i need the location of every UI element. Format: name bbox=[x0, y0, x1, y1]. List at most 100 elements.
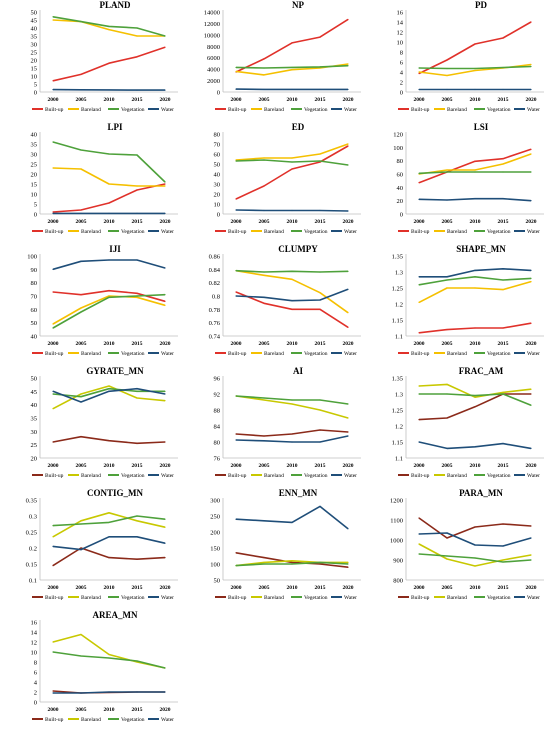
y-tick-label: 0.1 bbox=[29, 578, 37, 585]
data-point bbox=[319, 563, 321, 565]
y-tick-label: 40 bbox=[31, 402, 38, 409]
y-tick-label: 35 bbox=[31, 34, 38, 41]
y-tick-label: 20 bbox=[31, 456, 38, 463]
legend-label: Water bbox=[527, 351, 540, 357]
legend-label: Vegetation bbox=[487, 229, 511, 235]
data-point bbox=[235, 518, 237, 520]
data-point bbox=[164, 441, 166, 443]
y-tick-label: 200 bbox=[210, 530, 220, 537]
data-point bbox=[530, 393, 532, 395]
data-point bbox=[164, 526, 166, 528]
data-point bbox=[446, 171, 448, 173]
legend-label: Vegetation bbox=[487, 351, 511, 357]
x-tick-label: 2000 bbox=[414, 97, 425, 103]
y-tick-label: 1.25 bbox=[392, 286, 403, 293]
data-point bbox=[263, 399, 265, 401]
legend-label: Water bbox=[344, 595, 357, 601]
x-tick-label: 2005 bbox=[259, 97, 270, 103]
x-tick-label: 2015 bbox=[498, 463, 509, 469]
x-tick-label: 2015 bbox=[315, 585, 326, 591]
data-point bbox=[530, 153, 532, 155]
y-tick-label: 40 bbox=[31, 334, 38, 341]
data-point bbox=[164, 46, 166, 48]
data-point bbox=[263, 209, 265, 212]
y-tick-label: 14 bbox=[397, 20, 404, 27]
data-point bbox=[52, 80, 54, 82]
data-point bbox=[263, 557, 265, 559]
data-point bbox=[136, 515, 138, 517]
y-tick-label: 40 bbox=[214, 172, 221, 179]
data-point bbox=[136, 536, 138, 538]
x-tick-label: 2015 bbox=[498, 585, 509, 591]
y-tick-label: 1.3 bbox=[395, 270, 403, 277]
data-point bbox=[164, 89, 166, 91]
data-point bbox=[474, 396, 476, 398]
data-point bbox=[418, 72, 420, 75]
data-point bbox=[291, 278, 293, 280]
data-point bbox=[446, 169, 448, 171]
data-point bbox=[52, 441, 54, 443]
y-tick-label: 20 bbox=[214, 192, 221, 199]
data-point bbox=[474, 198, 476, 200]
legend-label: Vegetation bbox=[121, 717, 145, 723]
data-point bbox=[235, 198, 237, 200]
data-point bbox=[108, 290, 110, 292]
legend-label: Water bbox=[161, 473, 174, 479]
x-tick-label: 2015 bbox=[132, 97, 143, 103]
legend-label: Built-up bbox=[228, 107, 247, 113]
data-point bbox=[136, 520, 138, 522]
series-line-builtup bbox=[52, 435, 166, 445]
data-point bbox=[347, 431, 349, 433]
y-tick-label: 70 bbox=[31, 294, 38, 301]
y-tick-label: 0.8 bbox=[212, 294, 220, 301]
x-tick-label: 2000 bbox=[48, 219, 59, 225]
series-line-vegetation bbox=[52, 141, 166, 183]
legend-label: Water bbox=[344, 107, 357, 113]
legend-label: Bareland bbox=[81, 229, 101, 235]
chart-title: CONTIG_MN bbox=[87, 488, 144, 498]
y-tick-label: 300 bbox=[210, 498, 220, 505]
x-tick-label: 2010 bbox=[287, 463, 298, 469]
data-point bbox=[319, 271, 321, 273]
y-tick-label: 10 bbox=[397, 40, 404, 47]
data-point bbox=[319, 429, 321, 431]
data-point bbox=[52, 268, 54, 270]
legend-label: Vegetation bbox=[487, 473, 511, 479]
data-point bbox=[446, 67, 448, 70]
data-point bbox=[108, 388, 110, 390]
data-point bbox=[136, 27, 138, 29]
data-point bbox=[108, 25, 110, 27]
data-point bbox=[446, 537, 448, 539]
data-point bbox=[446, 287, 448, 289]
data-point bbox=[108, 557, 110, 559]
y-tick-label: 1.2 bbox=[395, 424, 403, 431]
data-point bbox=[235, 291, 237, 293]
data-point bbox=[235, 552, 237, 554]
x-tick-label: 2005 bbox=[442, 463, 453, 469]
data-point bbox=[347, 145, 349, 147]
chart-title: LPI bbox=[107, 122, 123, 132]
data-point bbox=[108, 536, 110, 538]
y-tick-label: 0 bbox=[34, 212, 37, 219]
y-tick-label: 88 bbox=[214, 408, 221, 415]
data-point bbox=[530, 537, 532, 539]
data-point bbox=[80, 523, 82, 525]
y-tick-label: 900 bbox=[393, 558, 403, 565]
data-point bbox=[319, 299, 321, 301]
data-point bbox=[502, 327, 504, 329]
data-point bbox=[502, 545, 504, 547]
legend-label: Built-up bbox=[45, 107, 64, 113]
data-point bbox=[263, 271, 265, 273]
data-point bbox=[474, 395, 476, 397]
data-point bbox=[52, 525, 54, 527]
data-point bbox=[347, 435, 349, 437]
data-point bbox=[108, 440, 110, 442]
data-point bbox=[235, 209, 237, 211]
y-tick-label: 100 bbox=[27, 254, 37, 261]
series-line-builtup bbox=[418, 21, 532, 75]
data-point bbox=[136, 189, 138, 191]
x-tick-label: 2015 bbox=[498, 341, 509, 347]
data-point bbox=[291, 399, 293, 401]
data-point bbox=[235, 88, 237, 90]
